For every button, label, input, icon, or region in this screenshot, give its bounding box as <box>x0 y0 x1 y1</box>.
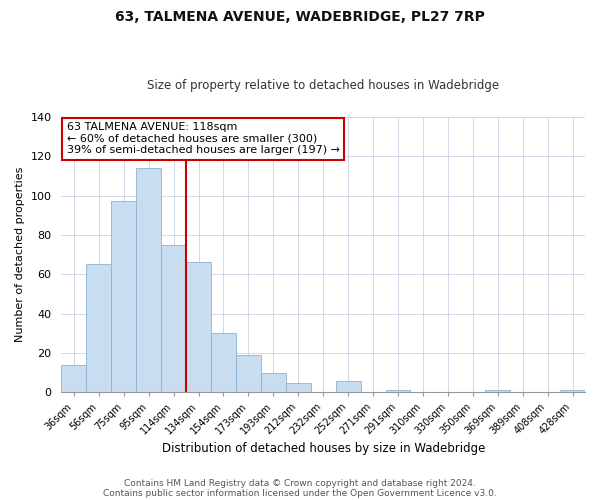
Bar <box>161 245 186 392</box>
Bar <box>236 355 261 393</box>
Text: Contains public sector information licensed under the Open Government Licence v3: Contains public sector information licen… <box>103 488 497 498</box>
Bar <box>386 390 410 392</box>
Title: Size of property relative to detached houses in Wadebridge: Size of property relative to detached ho… <box>147 79 499 92</box>
Bar <box>261 372 286 392</box>
Bar <box>560 390 585 392</box>
Bar <box>485 390 510 392</box>
Bar <box>211 334 236 392</box>
Bar <box>286 382 311 392</box>
Bar <box>136 168 161 392</box>
Text: 63, TALMENA AVENUE, WADEBRIDGE, PL27 7RP: 63, TALMENA AVENUE, WADEBRIDGE, PL27 7RP <box>115 10 485 24</box>
Text: Contains HM Land Registry data © Crown copyright and database right 2024.: Contains HM Land Registry data © Crown c… <box>124 478 476 488</box>
Bar <box>335 380 361 392</box>
Bar <box>86 264 111 392</box>
Text: 63 TALMENA AVENUE: 118sqm
← 60% of detached houses are smaller (300)
39% of semi: 63 TALMENA AVENUE: 118sqm ← 60% of detac… <box>67 122 340 156</box>
Y-axis label: Number of detached properties: Number of detached properties <box>15 167 25 342</box>
Bar <box>61 365 86 392</box>
Bar <box>111 202 136 392</box>
X-axis label: Distribution of detached houses by size in Wadebridge: Distribution of detached houses by size … <box>161 442 485 455</box>
Bar <box>186 262 211 392</box>
